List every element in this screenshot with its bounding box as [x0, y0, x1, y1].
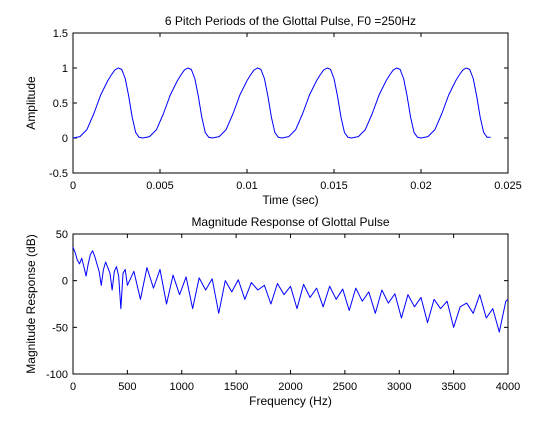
chart2-ytick-label: -100 — [46, 369, 68, 381]
chart2-ytick-label: -50 — [52, 322, 68, 334]
chart2-ylabel: Magnitude Response (dB) — [24, 234, 38, 373]
chart2-xtick-label: 3000 — [387, 381, 411, 393]
chart1-axes-frame — [72, 32, 509, 174]
chart1-xtick-label: 0.01 — [236, 180, 257, 192]
chart1-ytick-label: 1.5 — [53, 28, 68, 40]
chart2-xtick-label: 0 — [70, 381, 76, 393]
chart1-xtick-label: 0 — [70, 180, 76, 192]
chart2-xtick-label: 2500 — [333, 381, 357, 393]
chart2-ytick-label: 0 — [62, 276, 68, 288]
chart2-xtick-label: 4000 — [496, 381, 520, 393]
chart2-xtick-label: 1000 — [170, 381, 194, 393]
chart1-ytick-label: 0 — [62, 133, 68, 145]
chart1-ytick-label: 0.5 — [53, 98, 68, 110]
chart1-series-line — [72, 67, 491, 139]
chart1-xlabel: Time (sec) — [262, 193, 318, 207]
chart1-xtick-label: 0.02 — [410, 180, 431, 192]
chart2-xlabel: Frequency (Hz) — [249, 394, 332, 408]
chart2-xtick-label: 1500 — [224, 381, 248, 393]
chart2-axes-frame — [72, 233, 509, 375]
chart2-xtick-label: 2000 — [278, 381, 302, 393]
chart1-ylabel: Amplitude — [24, 76, 38, 130]
chart1-xtick-label: 0.015 — [320, 180, 348, 192]
chart2-series-line — [72, 246, 509, 333]
chart2-xtick-label: 3500 — [441, 381, 465, 393]
chart2-xtick-label: 500 — [118, 381, 136, 393]
chart1-ytick-label: 1 — [62, 63, 68, 75]
chart1-ytick-label: -0.5 — [49, 168, 68, 180]
chart2-title: Magnitude Response of Glottal Pulse — [191, 215, 389, 229]
chart1-title: 6 Pitch Periods of the Glottal Pulse, F0… — [165, 14, 416, 28]
chart1-xtick-label: 0.025 — [494, 180, 522, 192]
chart1-xtick-label: 0.005 — [146, 180, 174, 192]
chart2-ytick-label: 50 — [56, 229, 68, 241]
